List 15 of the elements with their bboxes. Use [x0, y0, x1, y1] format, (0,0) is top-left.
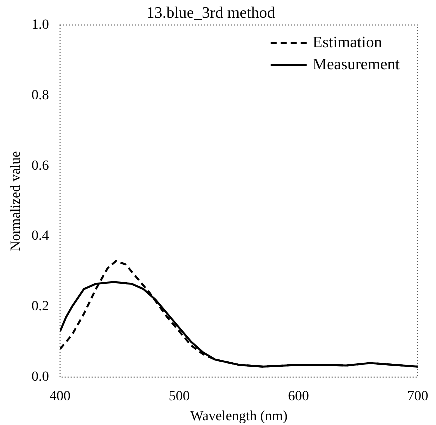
- x-tick-label: 400: [50, 389, 71, 404]
- y-tick-label: 0.8: [32, 88, 50, 104]
- y-tick-label: 0.4: [32, 229, 50, 244]
- legend-label: Measurement: [312, 56, 401, 74]
- x-tick-label: 600: [288, 389, 310, 404]
- y-tick-label: 0.2: [32, 300, 50, 315]
- x-tick-label: 700: [408, 389, 428, 404]
- x-tick-label: 500: [169, 389, 190, 404]
- y-tick-label: 0.6: [32, 158, 50, 174]
- y-tick-label: 0.0: [32, 370, 50, 386]
- x-axis-title: Wavelength (nm): [190, 409, 288, 424]
- y-tick-label: 1.0: [32, 18, 50, 33]
- legend-label: Estimation: [312, 34, 382, 52]
- chart-title: 13.blue_3rd method: [146, 4, 276, 22]
- y-axis-title: Normalized value: [9, 151, 24, 252]
